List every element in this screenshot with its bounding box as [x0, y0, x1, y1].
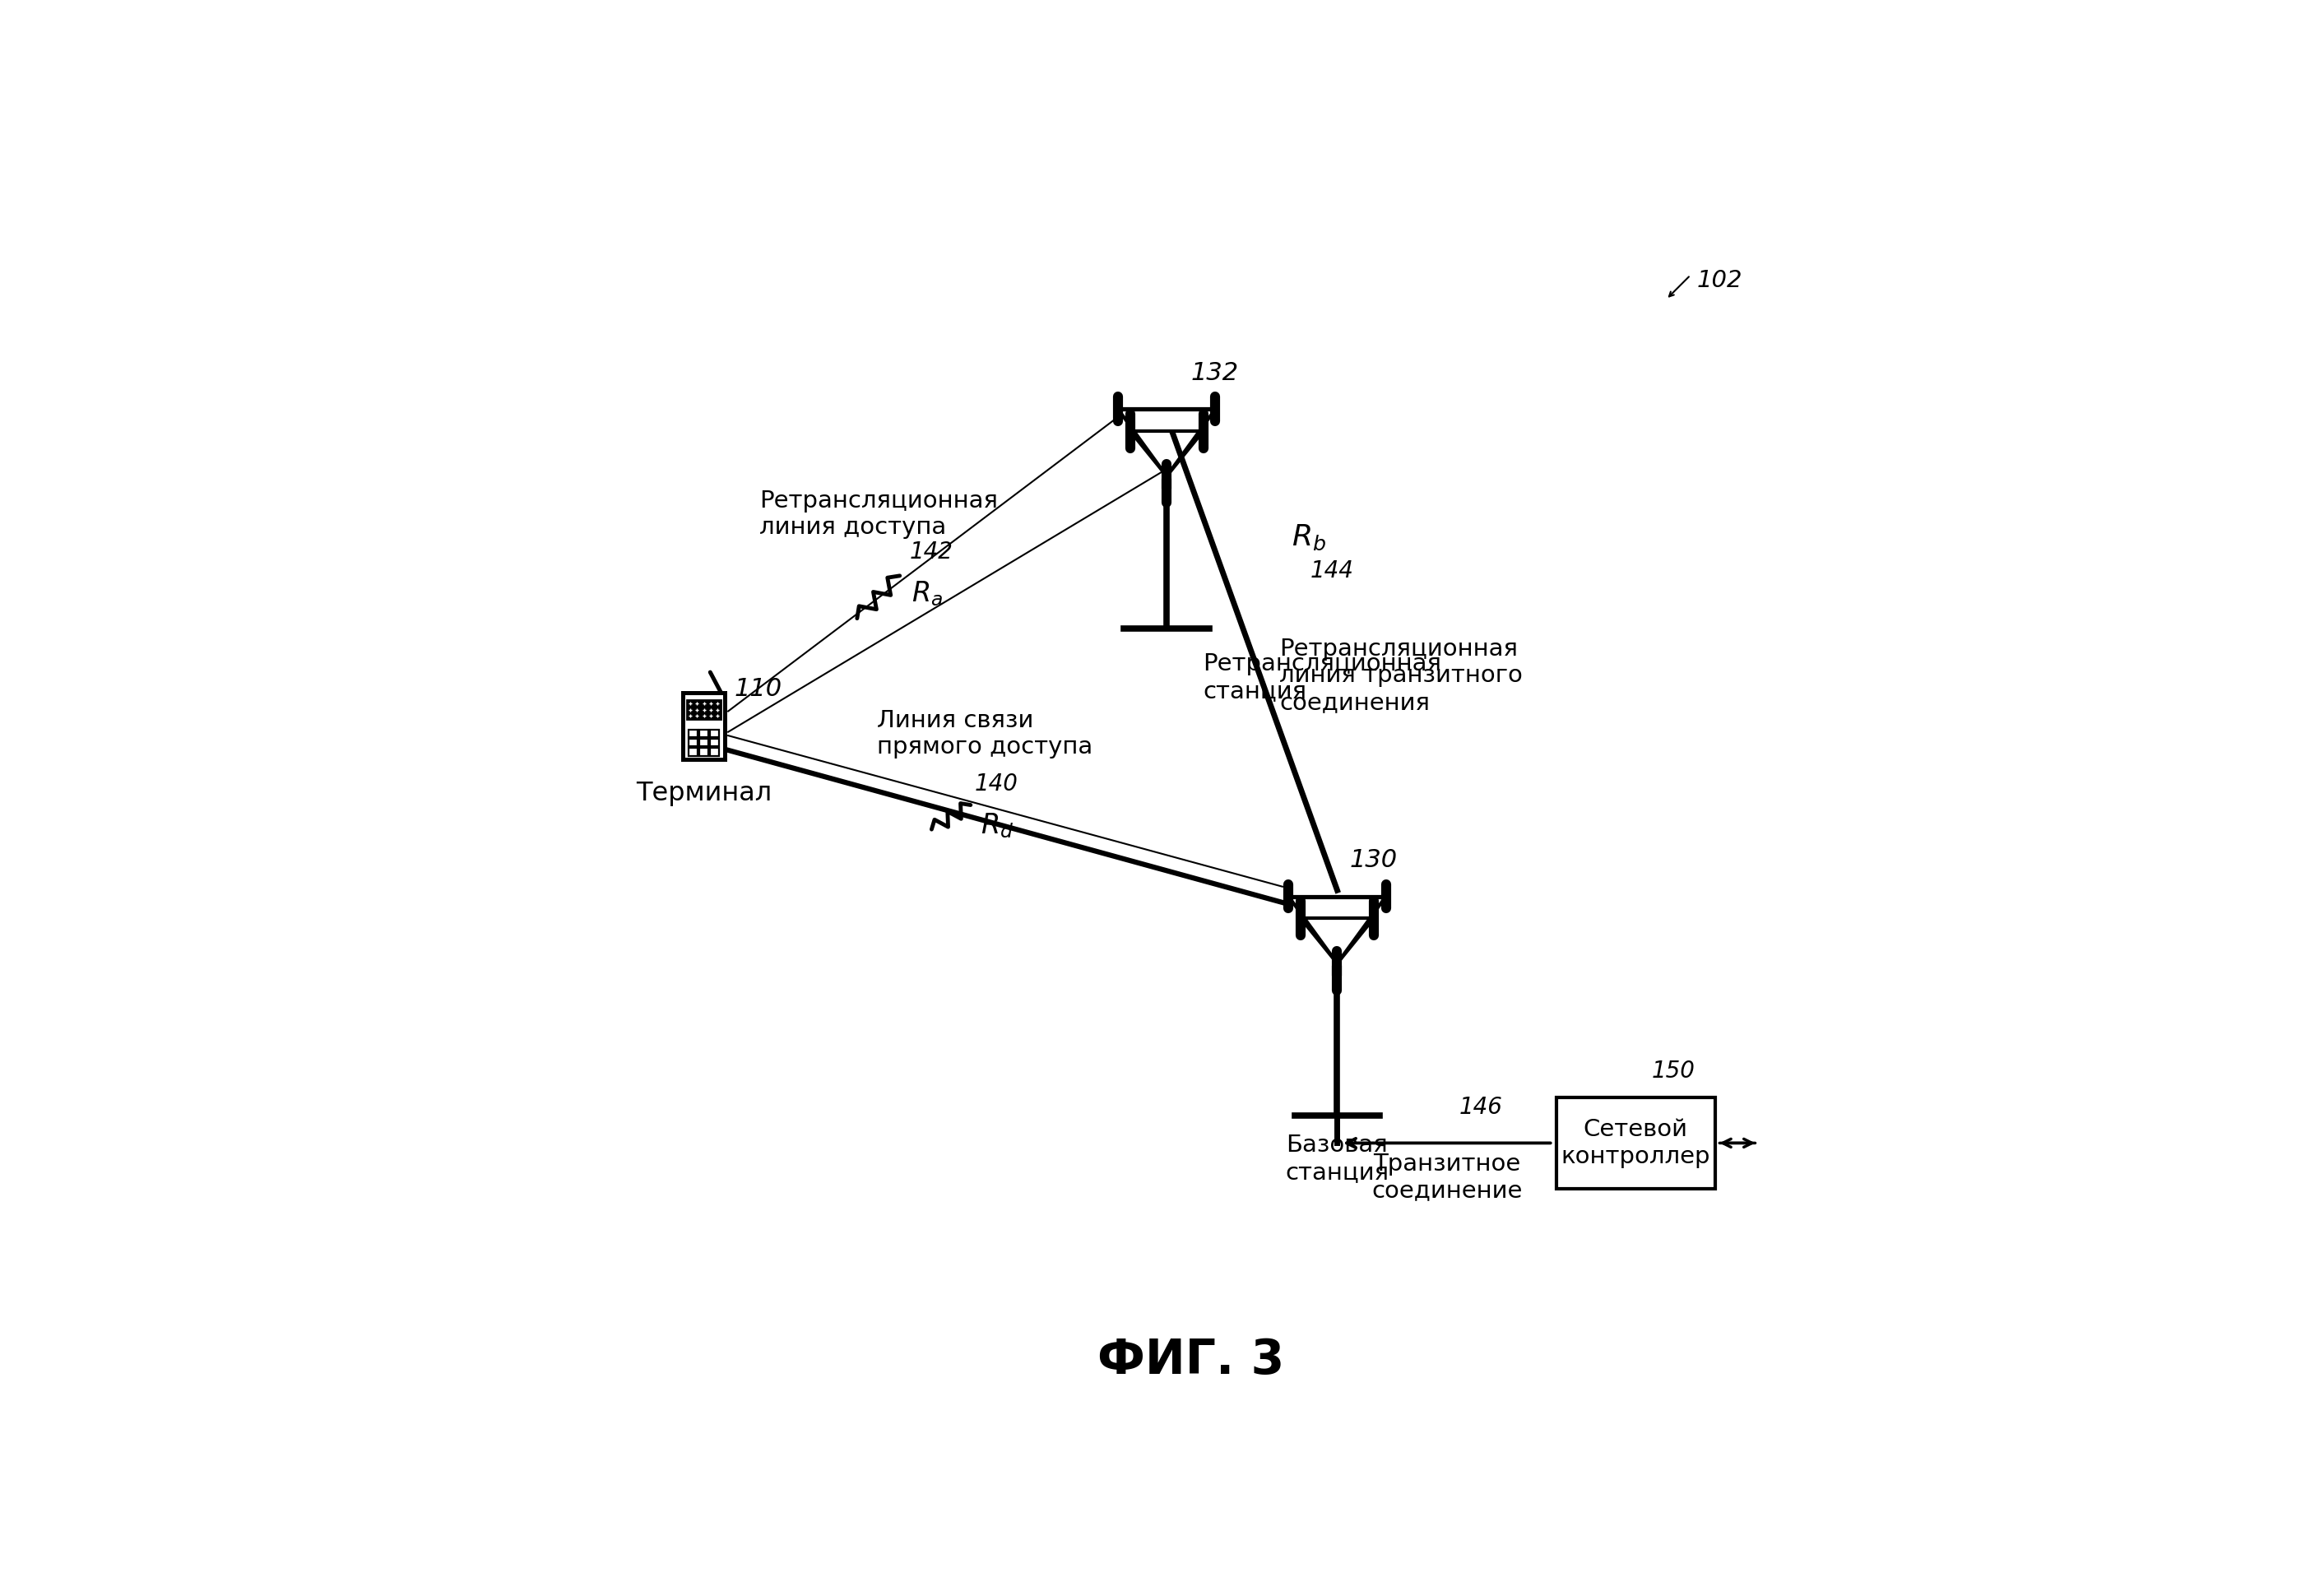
Bar	[700, 739, 709, 747]
Text: Ретрансляционная
линия доступа: Ретрансляционная линия доступа	[760, 489, 999, 539]
Bar	[711, 739, 718, 747]
Text: 110: 110	[734, 677, 783, 701]
Text: Сетевой
контроллер: Сетевой контроллер	[1562, 1118, 1710, 1168]
Text: 130: 130	[1350, 848, 1397, 872]
Bar	[711, 729, 718, 737]
Text: 140: 140	[974, 772, 1018, 796]
Bar	[1557, 1098, 1715, 1188]
Bar	[688, 748, 697, 756]
Text: ФИГ. 3: ФИГ. 3	[1097, 1337, 1285, 1384]
Text: $R_b$: $R_b$	[1292, 524, 1327, 552]
Text: 142: 142	[909, 541, 953, 563]
Text: Ретрансляционная
линия транзитного
соединения: Ретрансляционная линия транзитного соеди…	[1281, 638, 1522, 713]
Text: 102: 102	[1697, 269, 1743, 293]
Bar	[700, 729, 709, 737]
Text: $R_a$: $R_a$	[911, 579, 944, 607]
Text: 150: 150	[1652, 1060, 1694, 1082]
Bar	[688, 701, 720, 720]
Bar	[688, 729, 697, 737]
Text: Терминал: Терминал	[637, 780, 772, 807]
Text: Базовая
станция: Базовая станция	[1285, 1134, 1390, 1183]
Text: 144: 144	[1311, 560, 1353, 582]
Text: Линия связи
прямого доступа: Линия связи прямого доступа	[876, 709, 1092, 759]
Bar	[683, 693, 725, 759]
Text: Ретрансляционная
станция: Ретрансляционная станция	[1204, 653, 1441, 702]
Text: $R_d$: $R_d$	[981, 812, 1013, 840]
Bar	[688, 739, 697, 747]
Text: Транзитное
соединение: Транзитное соединение	[1371, 1153, 1522, 1202]
Text: 132: 132	[1190, 361, 1239, 384]
Bar	[700, 748, 709, 756]
Bar	[711, 748, 718, 756]
Text: 146: 146	[1459, 1096, 1504, 1118]
